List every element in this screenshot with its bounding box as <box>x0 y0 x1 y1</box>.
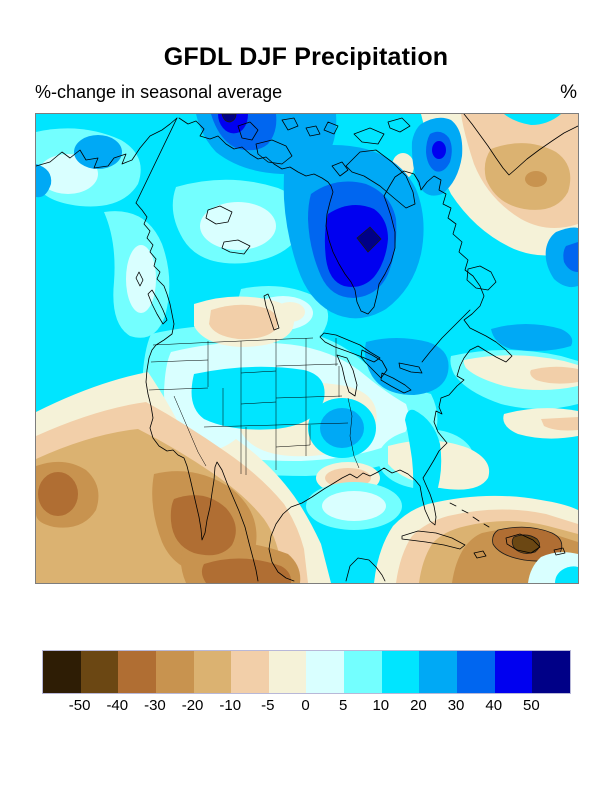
colorbar-tick-label: 50 <box>523 697 540 714</box>
colorbar-segment <box>306 651 345 693</box>
colorbar-tick-label: -30 <box>144 697 166 714</box>
colorbar-segment <box>193 651 232 693</box>
colorbar-tick-label: 20 <box>410 697 427 714</box>
colorbar-segment <box>381 651 420 693</box>
precipitation-map <box>35 113 579 584</box>
state-borders <box>148 337 360 475</box>
colorbar-tick-label: 0 <box>301 697 310 714</box>
colorbar-tick-label: -10 <box>219 697 242 714</box>
anomaly-fill-layers <box>36 114 578 583</box>
colorbar-tick-label: 10 <box>372 697 390 714</box>
colorbar <box>42 650 571 694</box>
subtitle-row: %-change in seasonal average % <box>35 82 577 104</box>
colorbar-segment <box>118 651 156 693</box>
figure-title: GFDL DJF Precipitation <box>163 42 449 71</box>
colorbar-segment <box>457 651 495 693</box>
colorbar-segment <box>231 651 269 693</box>
coastlines <box>36 114 578 582</box>
figure-subtitle: %-change in seasonal average <box>35 82 283 102</box>
colorbar-segment <box>532 651 570 693</box>
colorbar-segment <box>268 651 307 693</box>
colorbar-tick-label: -20 <box>181 697 204 714</box>
units-label: % <box>560 82 577 103</box>
colorbar-segment <box>155 651 194 693</box>
colorbar-segment <box>80 651 119 693</box>
colorbar-tick-label: -40 <box>106 697 129 714</box>
colorbar-segment <box>419 651 458 693</box>
colorbar-tick-label: 30 <box>447 697 465 714</box>
colorbar-tick-labels: -50 -40 -30 -20 -10 -5 0 5 10 20 30 40 50 <box>42 697 569 715</box>
colorbar-tick-label: -50 <box>68 697 91 714</box>
colorbar-segment <box>494 651 533 693</box>
colorbar-segment <box>43 651 81 693</box>
colorbar-tick-label: -5 <box>261 697 275 714</box>
colorbar-tick-label: 40 <box>485 697 503 714</box>
colorbar-segment <box>344 651 382 693</box>
contour-map-svg <box>36 114 578 583</box>
colorbar-tick-label: 5 <box>338 697 348 714</box>
